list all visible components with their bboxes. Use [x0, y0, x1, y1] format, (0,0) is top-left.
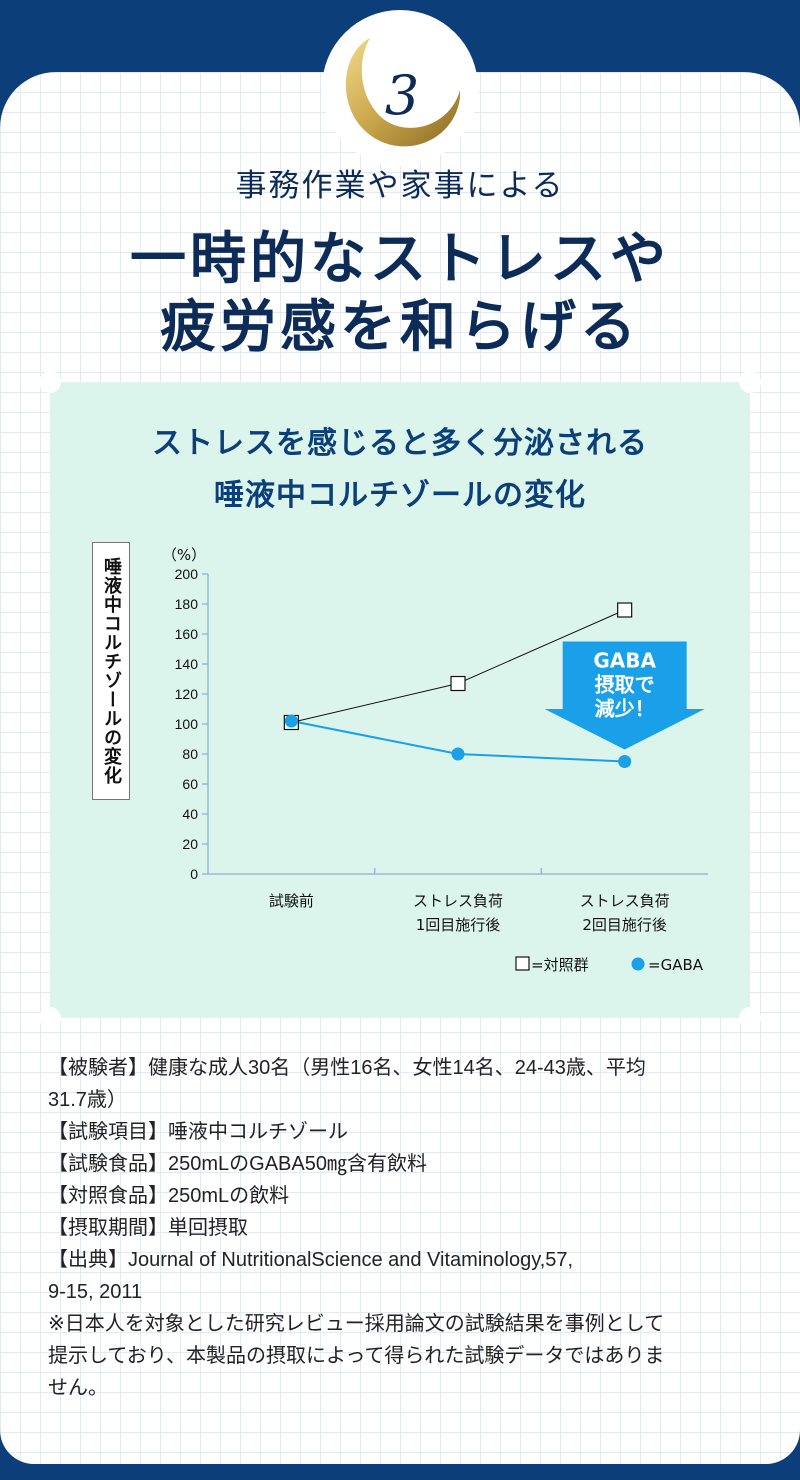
control-data-point [450, 675, 466, 692]
chart-title-line-1: ストレスを感じると多く分泌される [152, 426, 648, 461]
info-line: 9-15, 2011 [48, 1281, 143, 1303]
gaba-data-point [618, 755, 632, 768]
gold-crescent-icon: 3 [345, 38, 461, 147]
y-unit-label: （%） [162, 546, 206, 564]
info-line: せん。 [48, 1377, 108, 1399]
legend-gaba-label: =GABA [648, 956, 704, 974]
gaba-data-point [284, 714, 298, 728]
x-tick-label: 試験前 [269, 892, 314, 910]
y-tick-label: 60 [182, 776, 198, 792]
y-tick-label: 100 [175, 716, 199, 732]
x-tick-label: 1回目施行後 [416, 916, 501, 934]
panel-corner [739, 371, 761, 393]
control-data-point [617, 602, 633, 618]
y-tick-label: 180 [175, 596, 199, 612]
info-line: 提示しており、本製品の摂取によって得られた試験データではありま [48, 1345, 665, 1367]
y-tick-label: 120 [175, 686, 199, 702]
number-badge: 3 [322, 10, 478, 166]
x-tick-label: 2回目施行後 [582, 916, 667, 934]
legend-control-label: =対照群 [531, 956, 589, 974]
y-tick-label: 0 [190, 866, 198, 882]
info-line: ※日本人を対象とした研究レビュー採用論文の試験結果を事例として [48, 1313, 665, 1335]
gaba-data-point [451, 747, 465, 761]
study-info: 【被験者】健康な成人30名（男性16名、女性14名、24-43歳、平均 31.7歳… [48, 1052, 748, 1404]
info-line: 【試験食品】250mLのGABA50㎎含有飲料 [48, 1153, 427, 1175]
chart-panel: ストレスを感じると多く分泌される 唾液中コルチゾールの変化 唾液中コルチゾールの… [39, 371, 761, 1029]
info-line: 【試験項目】唾液中コルチゾール [48, 1121, 348, 1143]
headline-line-2: 疲労感を和らげる [160, 294, 640, 360]
panel-corner [739, 1007, 761, 1029]
y-tick-label: 200 [175, 566, 199, 582]
badge-number: 3 [385, 64, 419, 127]
x-tick-label: ストレス負荷 [580, 892, 670, 910]
callout-text: 減少！ [595, 697, 655, 721]
line-chart: 0 20 40 60 80 100 120 140 160 180 200 （%） 試験前 ストレス負荷 1… [162, 546, 708, 974]
info-line: 【摂取期間】単回摂取 [48, 1217, 248, 1239]
y-tick-label: 140 [175, 656, 199, 672]
info-line: 【出典】Journal of NutritionalScience and Vi… [48, 1249, 574, 1271]
headline-line-1: 一時的なストレスや [130, 226, 670, 292]
x-tick-label: ストレス負荷 [413, 892, 503, 910]
info-line: 31.7歳） [48, 1089, 127, 1111]
headline-subtitle: 事務作業や家事による [235, 168, 565, 204]
callout-text: GABA [593, 649, 656, 673]
y-axis-label: 唾液中コルチゾールの変化 [92, 542, 130, 800]
info-line: 【対照食品】250mLの飲料 [48, 1185, 290, 1207]
callout-text: 摂取で [595, 673, 655, 697]
y-tick-label: 40 [182, 806, 198, 822]
legend-control-marker [515, 956, 530, 971]
panel-corner [39, 1007, 61, 1029]
panel-corner [39, 371, 61, 393]
y-tick-label: 80 [182, 746, 198, 762]
legend-gaba-marker [631, 957, 645, 971]
chart-title-line-2: 唾液中コルチゾールの変化 [214, 478, 586, 513]
info-line: 【被験者】健康な成人30名（男性16名、女性14名、24-43歳、平均 [48, 1057, 646, 1079]
y-tick-label: 160 [175, 626, 199, 642]
y-tick-label: 20 [182, 836, 198, 852]
gaba-callout-arrow [544, 641, 705, 750]
